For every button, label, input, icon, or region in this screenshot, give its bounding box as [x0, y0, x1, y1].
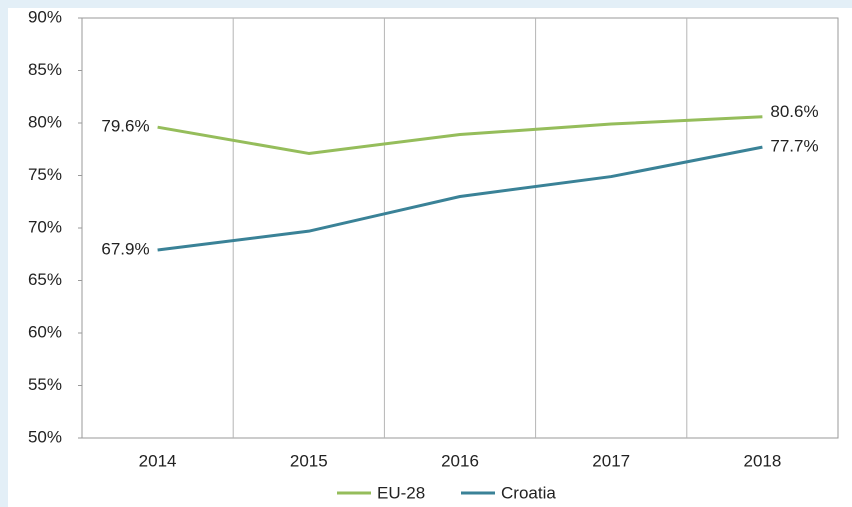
x-tick-label: 2017 [592, 451, 630, 470]
x-tick-label: 2016 [441, 451, 479, 470]
data-label: 79.6% [101, 117, 149, 136]
y-tick-label: 65% [28, 270, 62, 289]
y-tick-label: 80% [28, 112, 62, 131]
series-line [157, 145, 763, 252]
y-tick-label: 70% [28, 217, 62, 236]
data-label: 77.7% [770, 137, 818, 156]
y-tick-label: 60% [28, 322, 62, 341]
series-line [157, 115, 763, 155]
legend-label: EU-28 [377, 483, 425, 502]
data-label: 67.9% [101, 240, 149, 259]
y-tick-label: 90% [28, 7, 62, 26]
y-tick-label: 75% [28, 165, 62, 184]
y-tick-label: 85% [28, 60, 62, 79]
data-label: 80.6% [770, 102, 818, 121]
x-tick-label: 2014 [139, 451, 177, 470]
x-tick-label: 2015 [290, 451, 328, 470]
x-tick-label: 2018 [743, 451, 781, 470]
legend-label: Croatia [501, 483, 556, 502]
plot-area [81, 17, 839, 439]
y-tick-label: 50% [28, 427, 62, 446]
y-tick-label: 55% [28, 375, 62, 394]
